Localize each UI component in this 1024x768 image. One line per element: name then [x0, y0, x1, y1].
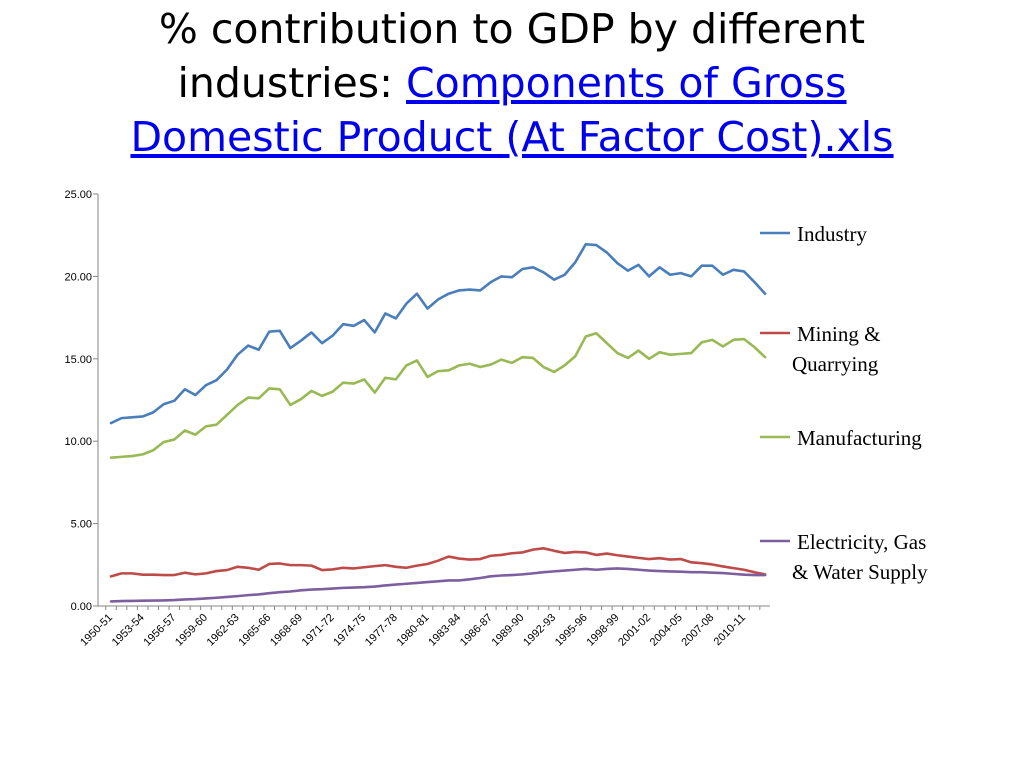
chart-axes: 0.00 5.00 10.00 15.00 20.00 25.00 1950-511953-… [64, 189, 770, 649]
x-tick-label: 1992-93 [521, 612, 558, 649]
y-tick-label: 5.00 [71, 519, 92, 531]
x-tick-label: 1983-84 [426, 612, 463, 649]
x-tick-label: 1980-81 [395, 612, 432, 649]
legend-label-industry: Industry [797, 222, 867, 246]
series-line-mining-quarrying [109, 547, 767, 578]
y-tick-label: 20.00 [64, 271, 92, 283]
title-line-2-text: industries: [177, 59, 393, 107]
y-tick-label: 0.00 [71, 601, 92, 613]
spreadsheet-link-line-1: Components of Gross [406, 59, 847, 107]
x-tick-label: 1953-54 [110, 612, 147, 649]
x-tick-label: 1986-87 [458, 612, 495, 649]
x-tick-label: 1995-96 [553, 612, 590, 649]
x-tick-label: 1989-90 [490, 612, 527, 649]
legend-label-electricity-gas-water-supply: & Water Supply [792, 560, 928, 584]
x-tick-label: 2004-05 [648, 612, 685, 649]
y-tick-label: 15.00 [64, 354, 92, 366]
slide-title: % contribution to GDP by different indus… [0, 2, 1024, 164]
x-tick-label: 2001-02 [616, 612, 653, 649]
chart-legend: Industry Mining & Quarrying Manufacturing El… [760, 222, 928, 584]
x-tick-label: 1959-60 [173, 612, 210, 649]
x-tick-label: 2007-08 [679, 612, 716, 649]
y-tick-label: 10.00 [64, 436, 92, 448]
y-tick-label: 25.00 [64, 189, 92, 201]
x-tick-label: 1971-72 [300, 612, 337, 649]
legend-label-mining-quarrying: Quarrying [792, 352, 879, 376]
x-tick-label: 1950-51 [78, 612, 115, 649]
spreadsheet-link[interactable]: Components of Gross Domestic Product (At … [130, 59, 893, 161]
legend-label-manufacturing: Manufacturing [797, 426, 922, 450]
series-line-industry [109, 242, 767, 425]
x-tick-label: 1962-63 [205, 612, 242, 649]
legend-label-mining-quarrying: Mining & [797, 322, 880, 346]
series-lines [109, 242, 767, 603]
series-line-electricity-gas-water-supply [109, 567, 767, 603]
title-line-1: % contribution to GDP by different [158, 5, 866, 53]
x-tick-label: 1956-57 [141, 612, 178, 649]
x-tick-label: 1977-78 [363, 612, 400, 649]
x-tick-label: 1965-66 [236, 612, 273, 649]
x-tick-label: 2010-11 [712, 612, 748, 648]
x-tick-label: 1998-99 [584, 612, 621, 649]
legend-label-electricity-gas-water-supply: Electricity, Gas [797, 530, 926, 554]
series-line-manufacturing [109, 331, 767, 459]
spreadsheet-link-line-2: Domestic Product (At Factor Cost).xls [130, 113, 894, 161]
x-tick-label: 1974-75 [331, 612, 368, 649]
x-tick-label: 1968-69 [268, 612, 305, 649]
